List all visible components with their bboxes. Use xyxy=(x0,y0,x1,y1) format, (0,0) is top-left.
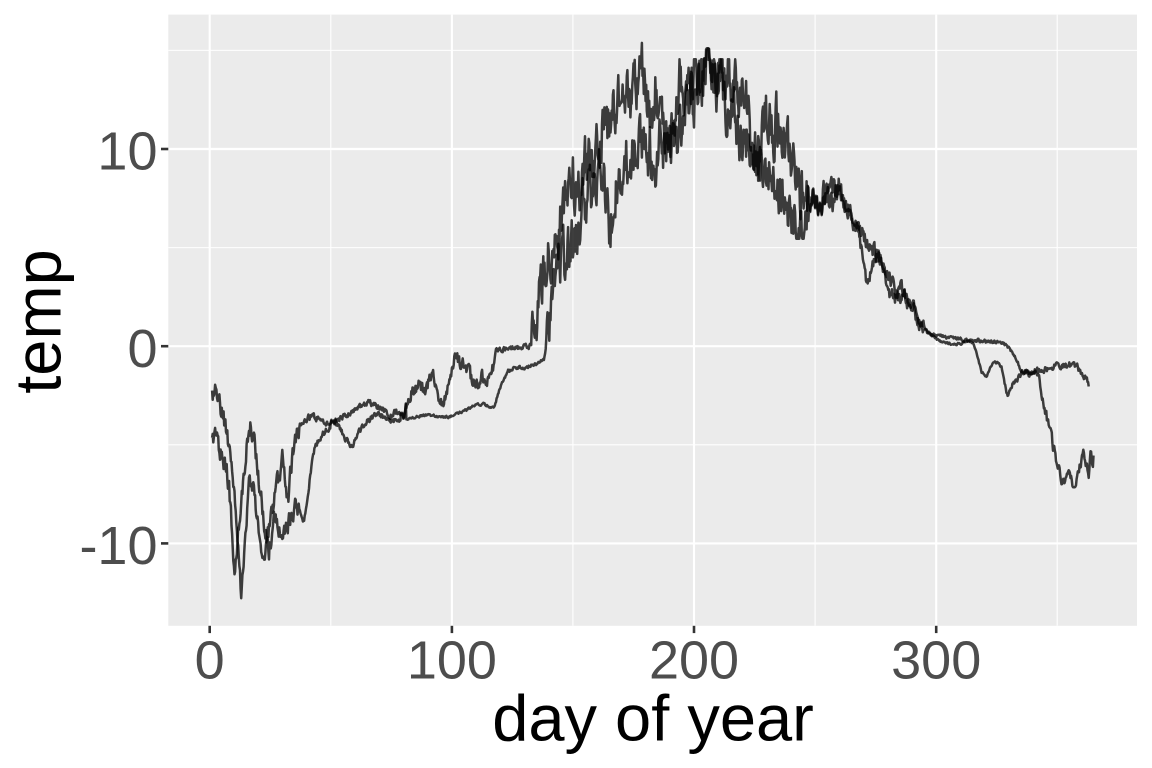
svg-text:100: 100 xyxy=(407,630,497,690)
svg-text:-10: -10 xyxy=(79,516,157,576)
svg-text:0: 0 xyxy=(127,319,157,379)
svg-text:0: 0 xyxy=(195,630,225,690)
svg-text:10: 10 xyxy=(97,122,157,182)
svg-text:300: 300 xyxy=(891,630,981,690)
svg-text:200: 200 xyxy=(649,630,739,690)
svg-text:temp: temp xyxy=(2,249,75,394)
svg-text:day of year: day of year xyxy=(492,682,814,755)
